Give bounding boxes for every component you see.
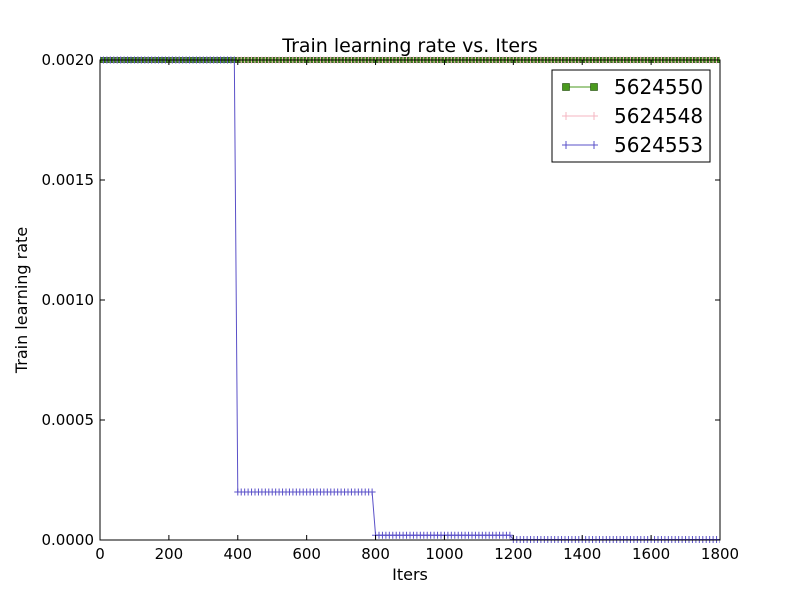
x-tick-label: 1600 — [632, 545, 670, 563]
legend-entry-5624550: 5624550 — [562, 75, 703, 99]
x-tick-label: 1800 — [701, 545, 739, 563]
legend-label: 5624550 — [614, 75, 703, 99]
legend-entry-5624553: 5624553 — [562, 133, 703, 157]
legend-marker — [562, 141, 570, 149]
legend-label: 5624548 — [614, 104, 703, 128]
x-axis-label: Iters — [392, 565, 428, 584]
y-tick-label: 0.0020 — [42, 51, 95, 69]
y-tick-label: 0.0000 — [42, 531, 95, 549]
x-tick-label: 200 — [155, 545, 184, 563]
x-tick-label: 1200 — [494, 545, 532, 563]
y-axis-label: Train learning rate — [12, 227, 31, 374]
axis-ticks: 0 200 400 600 800 1000 1200 1400 1600 1800 0.0000 0… — [42, 51, 740, 563]
x-tick-label: 1400 — [563, 545, 601, 563]
legend-entry-5624548: 5624548 — [562, 104, 703, 128]
legend-label: 5624553 — [614, 133, 703, 157]
legend-marker — [562, 83, 570, 91]
x-tick-label: 1000 — [425, 545, 463, 563]
legend: 5624550 5624548 5624553 — [551, 69, 711, 163]
x-tick-label: 800 — [361, 545, 390, 563]
legend-marker — [590, 141, 598, 149]
series-line-5624553 — [100, 59, 720, 541]
series-marker — [368, 488, 376, 496]
legend-marker — [590, 83, 598, 91]
chart-title: Train learning rate vs. Iters — [281, 35, 538, 57]
legend-marker — [590, 112, 598, 120]
series-marker — [506, 531, 514, 539]
x-tick-label: 0 — [95, 545, 105, 563]
y-tick-label: 0.0005 — [42, 411, 95, 429]
legend-marker — [562, 112, 570, 120]
x-tick-label: 600 — [292, 545, 321, 563]
x-tick-label: 400 — [223, 545, 252, 563]
y-tick-label: 0.0015 — [42, 171, 95, 189]
y-tick-label: 0.0010 — [42, 291, 95, 309]
